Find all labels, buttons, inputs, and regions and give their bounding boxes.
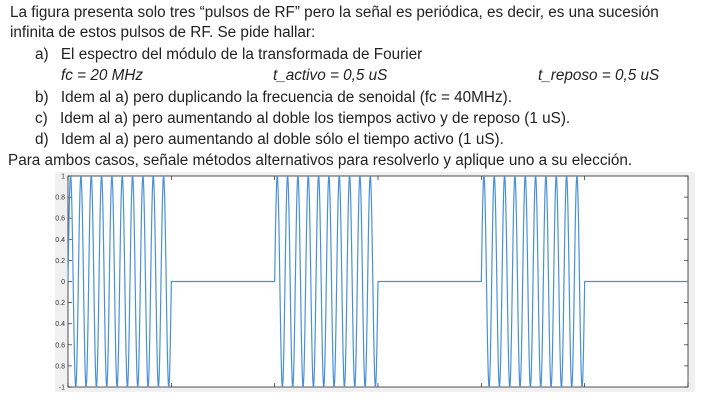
item-c-text: Idem al a) pero aumentando al doble los … [60, 110, 571, 127]
y-tick-label: 0.8 [55, 195, 65, 202]
rf-pulse-chart: 1 0.8 0.6 0.4 0.2 0 -0.2 -0.4 -0.6 -0.8 -1 [53, 172, 695, 392]
y-tick-labels: 1 0.8 0.6 0.4 0.2 0 -0.2 -0.4 -0.6 -0.8 -1 [53, 174, 65, 392]
closing-line: Para ambos casos, señale métodos alterna… [8, 152, 633, 169]
y-tick-label: 0.2 [55, 258, 65, 265]
y-tick-label: -0.6 [55, 342, 65, 349]
intro-line-2: infinita de estos pulsos de RF. Se pide … [10, 24, 316, 41]
chart-svg: 1 0.8 0.6 0.4 0.2 0 -0.2 -0.4 -0.6 -0.8 -1 [53, 172, 695, 392]
item-b: b) Idem al a) pero duplicando la frecuen… [35, 88, 512, 107]
y-tick-label: 1 [61, 174, 65, 181]
item-c: c) Idem al a) pero aumentando al doble l… [35, 109, 570, 128]
item-b-text: Idem al a) pero duplicando la frecuencia… [60, 89, 512, 106]
y-tick-label: -1 [59, 385, 65, 392]
param-fc: fc = 20 MHz [61, 67, 144, 84]
item-d-letter: d) [35, 131, 49, 148]
y-tick-label: -0.8 [55, 363, 65, 370]
param-t-activo: t_activo = 0,5 uS [273, 67, 388, 84]
item-b-letter: b) [35, 89, 49, 106]
y-tick-label: -0.2 [55, 300, 65, 307]
y-tick-label: -0.4 [55, 321, 65, 328]
item-c-letter: c) [35, 110, 48, 127]
item-a-letter: a) [35, 46, 49, 63]
rf-signal-line [67, 175, 688, 388]
item-d: d) Idem al a) pero aumentando al doble s… [35, 130, 504, 149]
intro-line-1: La figura presenta solo tres “pulsos de … [10, 4, 659, 21]
param-t-reposo: t_reposo = 0,5 uS [538, 67, 660, 84]
y-tick-label: 0.6 [55, 216, 65, 223]
y-tick-label: 0.4 [55, 237, 65, 244]
item-a: a) El espectro del módulo de la transfor… [35, 45, 422, 64]
item-d-text: Idem al a) pero aumentando al doble sólo… [60, 131, 504, 148]
item-a-text: El espectro del módulo de la transformad… [60, 46, 423, 63]
y-tick-label: 0 [61, 279, 65, 286]
